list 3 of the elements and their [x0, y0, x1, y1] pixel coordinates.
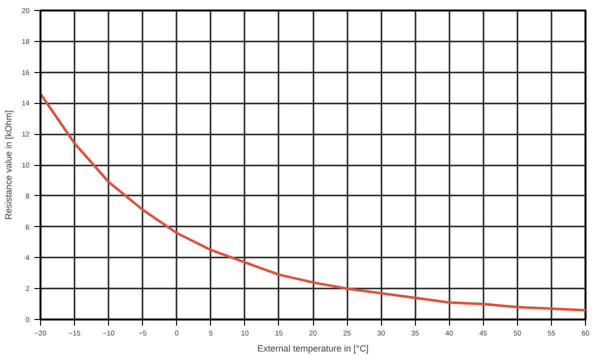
- line-series: [40, 92, 586, 312]
- x-axis-title: External temperature in [°C]: [257, 344, 369, 354]
- y-axis-title: Resistance value in [kOhm]: [4, 110, 14, 220]
